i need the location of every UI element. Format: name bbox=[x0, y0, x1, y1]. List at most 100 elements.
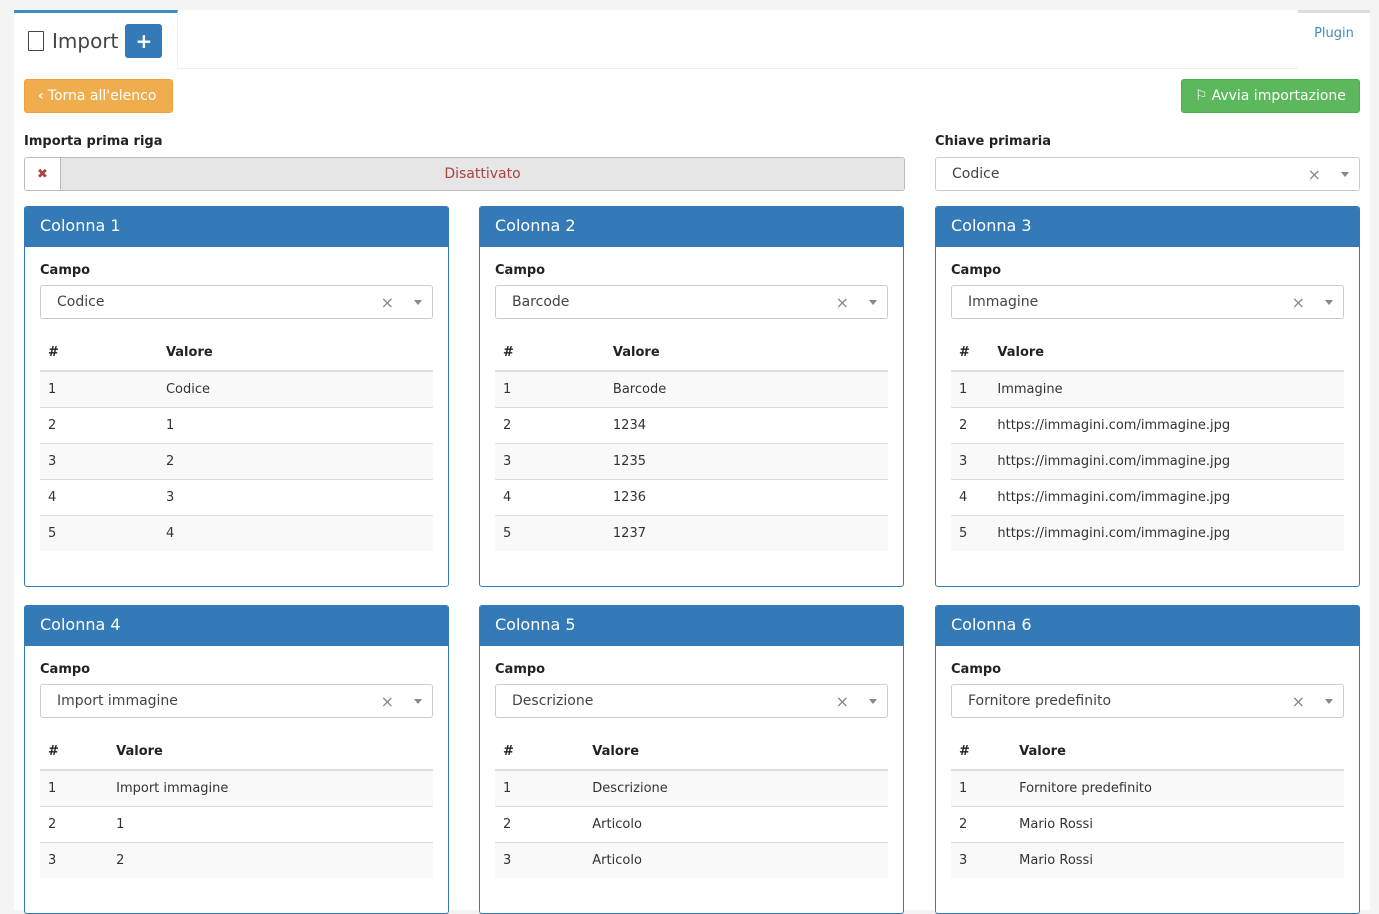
field-select[interactable]: Codice × bbox=[40, 285, 433, 319]
column-panel: Colonna 6 Campo Fornitore predefinito × #… bbox=[935, 605, 1360, 914]
caret-down-icon bbox=[869, 300, 877, 305]
row-index: 2 bbox=[495, 406, 605, 443]
row-value: https://immagini.com/immagine.jpg bbox=[989, 442, 1344, 479]
field-value: Import immagine bbox=[57, 693, 178, 709]
row-value: Articolo bbox=[584, 841, 888, 878]
table-row: 3 Articolo bbox=[495, 841, 888, 878]
clear-icon[interactable]: × bbox=[380, 292, 394, 312]
clear-icon[interactable]: × bbox=[1291, 691, 1305, 711]
row-index: 3 bbox=[495, 442, 605, 479]
field-select[interactable]: Import immagine × bbox=[40, 684, 433, 718]
column-panel: Colonna 1 Campo Codice × # Valore 1 Codice 2 1… bbox=[24, 206, 449, 587]
row-value: https://immagini.com/immagine.jpg bbox=[989, 406, 1344, 443]
header-index: # bbox=[495, 736, 585, 771]
row-index: 4 bbox=[495, 478, 605, 515]
row-value: 1237 bbox=[604, 514, 888, 551]
table-row: 3 Mario Rossi bbox=[951, 841, 1344, 878]
table-row: 3 https://immagini.com/immagine.jpg bbox=[951, 442, 1344, 479]
table-row: 1 Fornitore predefinito bbox=[951, 769, 1344, 806]
table-row: 2 Articolo bbox=[495, 805, 888, 842]
preview-table: # Valore 1 Immagine 2 https://immagini.com/im… bbox=[951, 337, 1344, 551]
row-value: https://immagini.com/immagine.jpg bbox=[989, 478, 1344, 515]
row-index: 1 bbox=[951, 769, 1012, 806]
table-row: 5 1237 bbox=[495, 514, 888, 551]
header-value: Valore bbox=[989, 337, 1344, 372]
table-row: 1 Codice bbox=[40, 370, 433, 407]
row-value: Barcode bbox=[604, 370, 888, 407]
row-index: 1 bbox=[495, 370, 605, 407]
header-index: # bbox=[495, 337, 605, 372]
tab-import[interactable]: Import + bbox=[14, 10, 178, 69]
panel-title: Colonna 5 bbox=[480, 606, 903, 646]
flag-icon: ⚐ bbox=[1195, 88, 1208, 104]
field-select[interactable]: Fornitore predefinito × bbox=[951, 684, 1344, 718]
back-to-list-button[interactable]: ‹ Torna all'elenco bbox=[24, 79, 173, 113]
first-row-value: Disattivato bbox=[61, 158, 904, 190]
preview-table: # Valore 1 Descrizione 2 Articolo 3 Articolo bbox=[495, 736, 888, 878]
row-value: 1234 bbox=[604, 406, 888, 443]
tab-plugin[interactable]: Plugin bbox=[1298, 10, 1370, 69]
field-label: Campo bbox=[495, 662, 546, 677]
field-value: Barcode bbox=[512, 294, 570, 310]
clear-icon[interactable]: × bbox=[1291, 292, 1305, 312]
row-index: 5 bbox=[40, 514, 158, 551]
row-index: 2 bbox=[40, 805, 109, 842]
back-label: Torna all'elenco bbox=[47, 88, 157, 104]
row-value: https://immagini.com/immagine.jpg bbox=[989, 514, 1344, 551]
row-index: 1 bbox=[40, 370, 158, 407]
row-index: 4 bbox=[40, 478, 158, 515]
row-index: 3 bbox=[951, 442, 990, 479]
table-row: 1 Immagine bbox=[951, 370, 1344, 407]
add-button[interactable]: + bbox=[125, 24, 163, 58]
row-index: 2 bbox=[951, 805, 1012, 842]
header-value: Valore bbox=[584, 736, 888, 771]
tab-bar: Import + Plugin bbox=[14, 10, 1370, 69]
table-row: 5 https://immagini.com/immagine.jpg bbox=[951, 514, 1344, 551]
caret-down-icon bbox=[1341, 172, 1349, 177]
header-index: # bbox=[951, 736, 1012, 771]
field-label: Campo bbox=[951, 263, 1002, 278]
row-value: Import immagine bbox=[108, 769, 433, 806]
preview-table: # Valore 1 Fornitore predefinito 2 Mario Ross… bbox=[951, 736, 1344, 878]
header-index: # bbox=[40, 337, 158, 372]
header-value: Valore bbox=[157, 337, 433, 372]
field-value: Immagine bbox=[968, 294, 1039, 310]
field-label: Campo bbox=[40, 263, 91, 278]
panel-title: Colonna 3 bbox=[936, 207, 1359, 247]
caret-down-icon bbox=[869, 699, 877, 704]
table-row: 3 1235 bbox=[495, 442, 888, 479]
caret-down-icon bbox=[414, 300, 422, 305]
field-value: Codice bbox=[57, 294, 105, 310]
column-panel: Colonna 5 Campo Descrizione × # Valore 1 Des… bbox=[479, 605, 904, 914]
column-panel: Colonna 3 Campo Immagine × # Valore 1 Immagi… bbox=[935, 206, 1360, 587]
field-select[interactable]: Descrizione × bbox=[495, 684, 888, 718]
row-value: 1 bbox=[157, 406, 433, 443]
preview-table: # Valore 1 Import immagine 2 1 3 2 bbox=[40, 736, 433, 878]
start-label: Avvia importazione bbox=[1211, 88, 1346, 104]
caret-down-icon bbox=[1325, 699, 1333, 704]
header-index: # bbox=[951, 337, 990, 372]
clear-icon[interactable]: × bbox=[835, 292, 849, 312]
panel-title: Colonna 4 bbox=[25, 606, 448, 646]
row-value: 1236 bbox=[604, 478, 888, 515]
row-value: 2 bbox=[157, 442, 433, 479]
clear-icon[interactable]: × bbox=[380, 691, 394, 711]
start-import-button[interactable]: ⚐ Avvia importazione bbox=[1181, 79, 1360, 113]
field-label: Campo bbox=[951, 662, 1002, 677]
clear-icon[interactable]: × bbox=[1307, 164, 1321, 184]
row-index: 5 bbox=[495, 514, 605, 551]
first-row-toggle[interactable]: ✖ Disattivato bbox=[24, 157, 905, 191]
row-index: 2 bbox=[495, 805, 585, 842]
primary-key-select[interactable]: Codice × bbox=[935, 157, 1360, 191]
row-index: 2 bbox=[40, 406, 158, 443]
column-panel: Colonna 2 Campo Barcode × # Valore 1 Barcode… bbox=[479, 206, 904, 587]
preview-table: # Valore 1 Codice 2 1 3 2 4 3 5 4 bbox=[40, 337, 433, 551]
field-select[interactable]: Barcode × bbox=[495, 285, 888, 319]
clear-icon[interactable]: × bbox=[835, 691, 849, 711]
row-value: Codice bbox=[157, 370, 433, 407]
header-value: Valore bbox=[1011, 736, 1344, 771]
panel-title: Colonna 1 bbox=[25, 207, 448, 247]
field-select[interactable]: Immagine × bbox=[951, 285, 1344, 319]
